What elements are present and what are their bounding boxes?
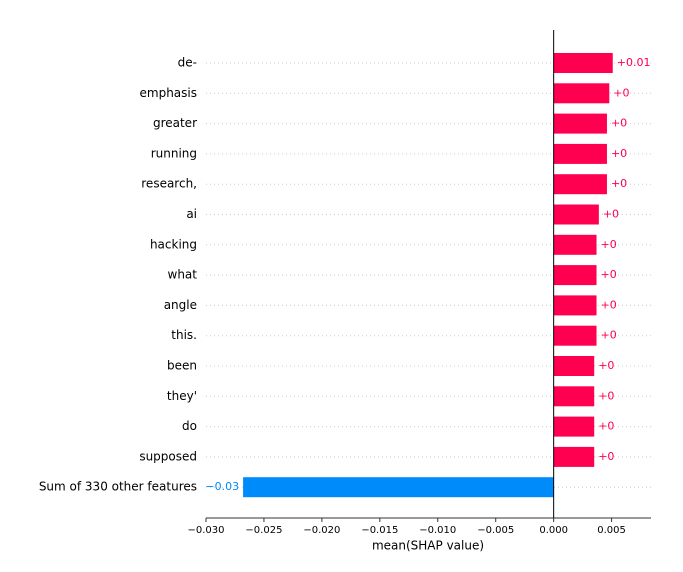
bar [553,234,597,255]
value-label: +0 [601,268,617,281]
bar [553,416,595,437]
bar [553,265,597,286]
y-tick-label: research, [141,177,197,191]
bar [553,295,597,316]
value-label: +0 [603,208,619,221]
y-tick-label: supposed [139,449,197,463]
value-label: +0 [598,420,614,433]
x-axis-label: mean(SHAP value) [372,539,484,553]
y-tick-label: running [151,146,197,160]
value-label: +0.01 [617,56,651,69]
value-label: −0.03 [205,480,239,493]
y-tick-label: de- [178,56,197,70]
x-tick-label: 0.005 [597,525,626,536]
x-tick-label: 0.000 [539,525,568,536]
value-label: +0 [611,177,627,190]
value-label: +0 [601,238,617,251]
bar [553,113,607,134]
y-tick-label: hacking [150,237,197,251]
y-tick-label: emphasis [140,86,198,100]
y-tick-label: angle [164,298,197,312]
value-label: +0 [601,329,617,342]
bar [243,477,554,498]
x-tick-label: −0.025 [245,525,282,536]
x-tick-label: −0.020 [303,525,340,536]
bar [553,446,595,467]
y-tick-label: what [168,268,198,282]
value-label: +0 [598,389,614,402]
y-tick-label: do [182,419,197,433]
y-tick-label: greater [153,116,197,130]
x-tick-label: −0.015 [361,525,398,536]
y-tick-label: Sum of 330 other features [39,480,197,494]
y-tick-label: been [167,359,197,373]
bar [553,174,607,195]
value-label: +0 [611,117,627,130]
bar [553,143,607,164]
y-tick-label: ai [186,207,197,221]
y-tick-label: they' [167,389,197,403]
bar [553,204,599,225]
value-label: +0 [613,86,629,99]
bar [553,83,610,104]
bar [553,386,595,407]
bar [553,325,597,346]
x-tick-label: −0.010 [419,525,456,536]
value-label: +0 [598,450,614,463]
x-tick-label: −0.005 [477,525,514,536]
value-label: +0 [601,298,617,311]
x-tick-label: −0.030 [187,525,224,536]
value-label: +0 [611,147,627,160]
y-tick-label: this. [171,328,197,342]
bar [553,53,613,73]
value-label: +0 [598,359,614,372]
bar [553,356,595,376]
